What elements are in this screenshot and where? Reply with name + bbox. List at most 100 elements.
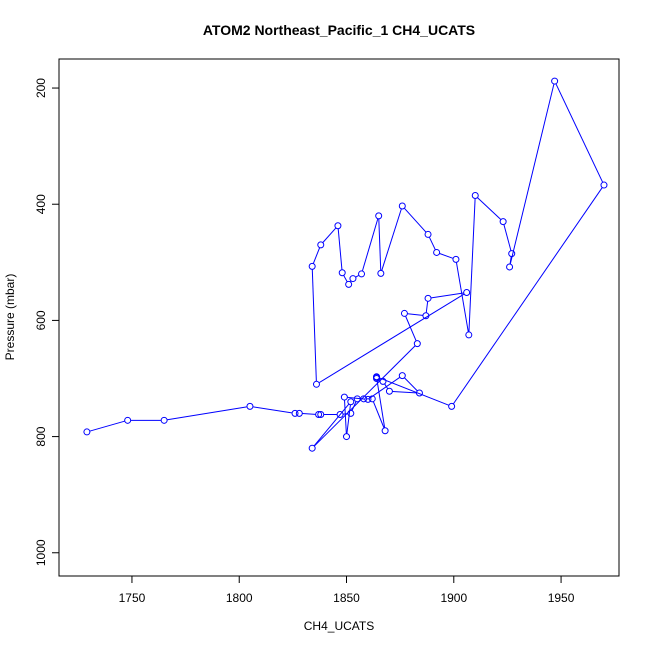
- chart-title: ATOM2 Northeast_Pacific_1 CH4_UCATS: [203, 22, 475, 38]
- data-point: [358, 270, 366, 278]
- data-point: [398, 372, 406, 380]
- series-segment: [477, 197, 502, 220]
- data-point: [600, 181, 608, 189]
- series-segment: [372, 401, 385, 428]
- y-tick-label: 1000: [34, 539, 48, 566]
- data-point: [373, 373, 381, 381]
- data-point: [124, 416, 132, 424]
- data-point: [308, 444, 316, 452]
- data-point: [308, 262, 316, 270]
- data-point: [424, 230, 432, 238]
- data-point: [508, 250, 516, 258]
- series-segment: [370, 377, 400, 398]
- series-segment: [503, 224, 512, 251]
- series-segment: [453, 187, 603, 405]
- data-point: [379, 377, 387, 385]
- plot-area: [58, 58, 620, 577]
- series-segment: [405, 316, 417, 341]
- data-point: [160, 416, 168, 424]
- series-segment: [455, 262, 469, 332]
- data-point: [471, 192, 479, 200]
- data-point: [381, 427, 389, 435]
- data-point: [347, 398, 355, 406]
- data-point: [312, 380, 320, 388]
- data-point: [317, 241, 325, 249]
- data-point: [345, 280, 353, 288]
- data-point: [398, 202, 406, 210]
- series-segment: [555, 83, 604, 183]
- data-point: [364, 395, 372, 403]
- data-point: [463, 289, 471, 297]
- series-segment: [379, 377, 449, 406]
- x-tick-label: 1800: [226, 591, 253, 605]
- y-tick-label: 800: [34, 426, 48, 446]
- data-point: [400, 309, 408, 317]
- series-segment: [428, 237, 436, 250]
- x-axis-label: CH4_UCATS: [304, 619, 374, 633]
- series-segment: [439, 253, 454, 259]
- data-point: [452, 255, 460, 263]
- series-segment: [404, 377, 418, 392]
- series-segment: [253, 406, 292, 414]
- data-point: [315, 411, 323, 419]
- series-segment: [392, 390, 417, 394]
- series-layer: [83, 77, 608, 452]
- series-segment: [355, 275, 359, 278]
- y-axis-label: Pressure (mbar): [3, 274, 17, 361]
- data-point: [506, 263, 514, 271]
- data-point: [334, 222, 342, 230]
- series-segment: [431, 292, 464, 299]
- series-segment: [312, 247, 321, 264]
- data-point: [413, 340, 421, 348]
- x-tick-label: 1850: [333, 591, 360, 605]
- data-point: [368, 395, 376, 403]
- x-axis: 1750 1800 1850 1900 1950: [119, 575, 575, 605]
- series-segment: [318, 293, 465, 384]
- y-axis: 200 400 600 800 1000: [34, 78, 60, 566]
- series-segment: [89, 420, 125, 432]
- series-segment: [376, 380, 386, 428]
- series-segment: [344, 400, 347, 434]
- data-point: [465, 331, 473, 339]
- series-segment: [378, 219, 382, 271]
- data-point: [83, 428, 91, 436]
- series-segment: [468, 198, 476, 332]
- series-segment: [509, 84, 555, 264]
- data-point: [291, 409, 299, 417]
- data-point: [415, 389, 423, 397]
- data-point: [448, 402, 456, 410]
- data-point: [499, 218, 507, 226]
- series-segment: [322, 227, 337, 243]
- y-tick-label: 400: [34, 194, 48, 214]
- x-tick-label: 1900: [440, 591, 467, 605]
- data-point: [385, 387, 393, 395]
- data-point: [343, 433, 351, 441]
- data-point: [317, 411, 325, 419]
- series-segment: [346, 404, 351, 434]
- data-point: [422, 312, 430, 320]
- data-point: [347, 409, 355, 417]
- data-point: [424, 294, 432, 302]
- data-point: [377, 269, 385, 277]
- data-point: [295, 409, 303, 417]
- series-segment: [361, 218, 379, 272]
- series-segment: [311, 269, 317, 382]
- data-point: [375, 212, 383, 220]
- data-point: [340, 393, 348, 401]
- series-segment: [337, 228, 343, 270]
- x-tick-label: 1950: [548, 591, 575, 605]
- data-point: [360, 395, 368, 403]
- data-point: [551, 77, 559, 85]
- data-point: [246, 402, 254, 410]
- series-segment: [404, 208, 427, 233]
- data-point: [338, 269, 346, 277]
- y-tick-label: 200: [34, 78, 48, 98]
- series-segment: [167, 406, 247, 421]
- series-segment: [407, 313, 423, 316]
- series-segment: [302, 413, 316, 415]
- data-point: [433, 248, 441, 256]
- series-segment: [313, 403, 350, 447]
- series-segment: [343, 275, 348, 282]
- data-point: [349, 275, 357, 283]
